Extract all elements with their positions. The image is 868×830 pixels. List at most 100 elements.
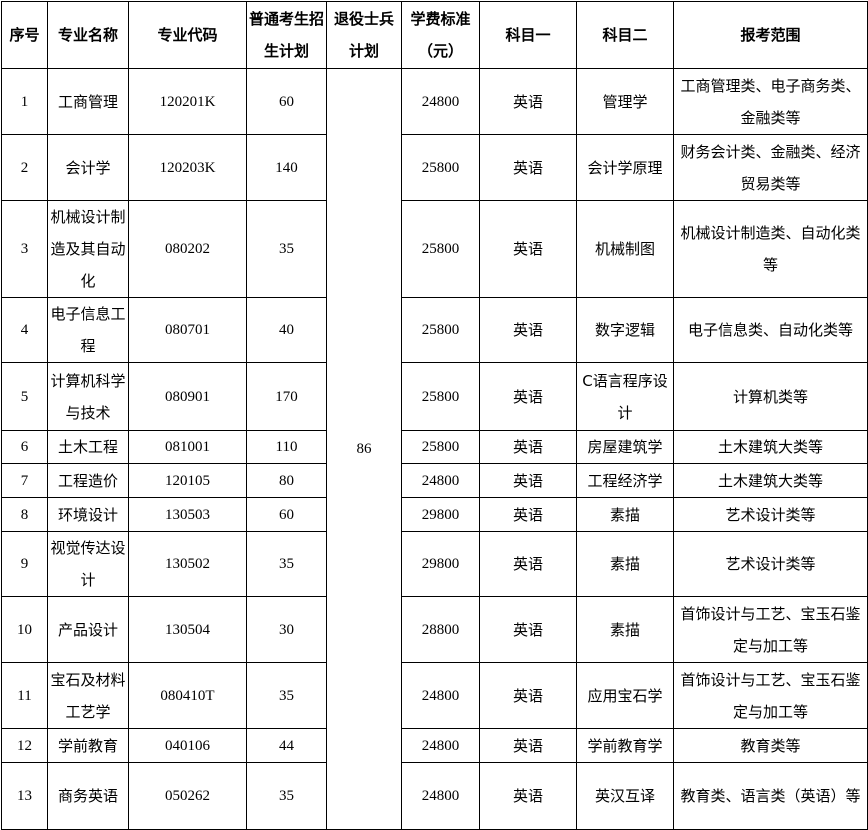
table-row: 12 学前教育 040106 44 24800 英语 学前教育学 教育类等 <box>1 728 868 763</box>
cell-name: 视觉传达设计 <box>47 531 129 597</box>
table-row: 5 计算机科学与技术 080901 170 25800 英语 C语言程序设计 计算机类等 <box>1 362 868 431</box>
cell-fee: 24800 <box>401 762 480 830</box>
cell-name: 产品设计 <box>47 596 129 663</box>
header-code: 专业代码 <box>128 1 247 69</box>
table-row: 1 工商管理 120201K 60 86 24800 英语 管理学 工商管理类、电子商务类、金融… <box>1 68 868 830</box>
cell-scope: 首饰设计与工艺、宝玉石鉴定与加工等 <box>673 596 868 663</box>
cell-plan: 35 <box>246 531 327 597</box>
cell-name: 计算机科学与技术 <box>47 362 129 431</box>
cell-code: 080202 <box>128 200 247 298</box>
cell-code: 040106 <box>128 728 247 763</box>
table-row: 7 工程造价 120105 80 24800 英语 工程经济学 土木建筑大类等 <box>1 463 868 498</box>
cell-code: 080701 <box>128 297 247 363</box>
cell-name: 会计学 <box>47 134 129 201</box>
cell-fee: 25800 <box>401 134 480 201</box>
cell-subject1: 英语 <box>479 762 577 830</box>
cell-code: 050262 <box>128 762 247 830</box>
cell-scope: 艺术设计类等 <box>673 531 868 597</box>
cell-fee: 25800 <box>401 362 480 431</box>
cell-name: 宝石及材料工艺学 <box>47 662 129 729</box>
cell-code: 120201K <box>128 68 247 135</box>
cell-scope: 机械设计制造类、自动化类等 <box>673 200 868 298</box>
cell-name: 机械设计制造及其自动化 <box>47 200 129 298</box>
cell-no: 4 <box>1 297 48 363</box>
header-fee: 学费标准（元） <box>401 1 480 69</box>
cell-fee: 25800 <box>401 297 480 363</box>
header-veteran-plan: 退役士兵计划 <box>326 1 402 69</box>
cell-subject1: 英语 <box>479 68 577 135</box>
table-row: 6 土木工程 081001 110 25800 英语 房屋建筑学 土木建筑大类等 <box>1 430 868 464</box>
cell-subject2: 英汉互译 <box>576 762 674 830</box>
cell-subject1: 英语 <box>479 134 577 201</box>
cell-name: 商务英语 <box>47 762 129 830</box>
cell-subject2: 素描 <box>576 531 674 597</box>
cell-no: 13 <box>1 762 48 830</box>
cell-plan: 110 <box>246 430 327 464</box>
cell-plan: 35 <box>246 762 327 830</box>
cell-subject1: 英语 <box>479 728 577 763</box>
cell-code: 130502 <box>128 531 247 597</box>
cell-plan: 140 <box>246 134 327 201</box>
cell-no: 3 <box>1 200 48 298</box>
cell-subject2: 素描 <box>576 497 674 532</box>
cell-code: 080410T <box>128 662 247 729</box>
cell-subject2: 管理学 <box>576 68 674 135</box>
cell-subject2: C语言程序设计 <box>576 362 674 431</box>
cell-subject2: 房屋建筑学 <box>576 430 674 464</box>
cell-scope: 艺术设计类等 <box>673 497 868 532</box>
cell-name: 工商管理 <box>47 68 129 135</box>
cell-no: 6 <box>1 430 48 464</box>
cell-veteran-plan: 86 <box>326 68 402 830</box>
cell-subject1: 英语 <box>479 596 577 663</box>
table-row: 9 视觉传达设计 130502 35 29800 英语 素描 艺术设计类等 <box>1 531 868 597</box>
cell-plan: 80 <box>246 463 327 498</box>
table-row: 8 环境设计 130503 60 29800 英语 素描 艺术设计类等 <box>1 497 868 532</box>
cell-name: 土木工程 <box>47 430 129 464</box>
header-name: 专业名称 <box>47 1 129 69</box>
cell-fee: 24800 <box>401 662 480 729</box>
cell-code: 080901 <box>128 362 247 431</box>
cell-no: 2 <box>1 134 48 201</box>
table-row: 4 电子信息工程 080701 40 25800 英语 数字逻辑 电子信息类、自动化类等 <box>1 297 868 363</box>
cell-scope: 计算机类等 <box>673 362 868 431</box>
cell-subject1: 英语 <box>479 200 577 298</box>
cell-fee: 24800 <box>401 728 480 763</box>
cell-name: 学前教育 <box>47 728 129 763</box>
cell-scope: 教育类等 <box>673 728 868 763</box>
cell-subject2: 工程经济学 <box>576 463 674 498</box>
cell-subject1: 英语 <box>479 531 577 597</box>
table-row: 3 机械设计制造及其自动化 080202 35 25800 英语 机械制图 机械设计制造类、自… <box>1 200 868 298</box>
cell-no: 5 <box>1 362 48 431</box>
cell-no: 1 <box>1 68 48 135</box>
cell-plan: 44 <box>246 728 327 763</box>
header-subject2: 科目二 <box>576 1 674 69</box>
cell-no: 10 <box>1 596 48 663</box>
cell-subject1: 英语 <box>479 662 577 729</box>
table-row: 10 产品设计 130504 30 28800 英语 素描 首饰设计与工艺、宝玉石鉴定与加工等 <box>1 596 868 663</box>
cell-subject1: 英语 <box>479 497 577 532</box>
cell-subject2: 机械制图 <box>576 200 674 298</box>
cell-no: 9 <box>1 531 48 597</box>
cell-scope: 教育类、语言类（英语）等 <box>673 762 868 830</box>
cell-subject1: 英语 <box>479 430 577 464</box>
cell-subject1: 英语 <box>479 362 577 431</box>
cell-subject1: 英语 <box>479 297 577 363</box>
cell-plan: 170 <box>246 362 327 431</box>
cell-code: 130503 <box>128 497 247 532</box>
cell-scope: 工商管理类、电子商务类、金融类等 <box>673 68 868 135</box>
cell-scope: 土木建筑大类等 <box>673 430 868 464</box>
cell-subject2: 素描 <box>576 596 674 663</box>
cell-subject1: 英语 <box>479 463 577 498</box>
header-scope: 报考范围 <box>673 1 868 69</box>
cell-no: 8 <box>1 497 48 532</box>
header-no: 序号 <box>1 1 48 69</box>
cell-subject2: 数字逻辑 <box>576 297 674 363</box>
cell-code: 081001 <box>128 430 247 464</box>
cell-fee: 24800 <box>401 463 480 498</box>
cell-fee: 25800 <box>401 200 480 298</box>
cell-no: 12 <box>1 728 48 763</box>
cell-code: 120203K <box>128 134 247 201</box>
cell-code: 130504 <box>128 596 247 663</box>
cell-fee: 28800 <box>401 596 480 663</box>
